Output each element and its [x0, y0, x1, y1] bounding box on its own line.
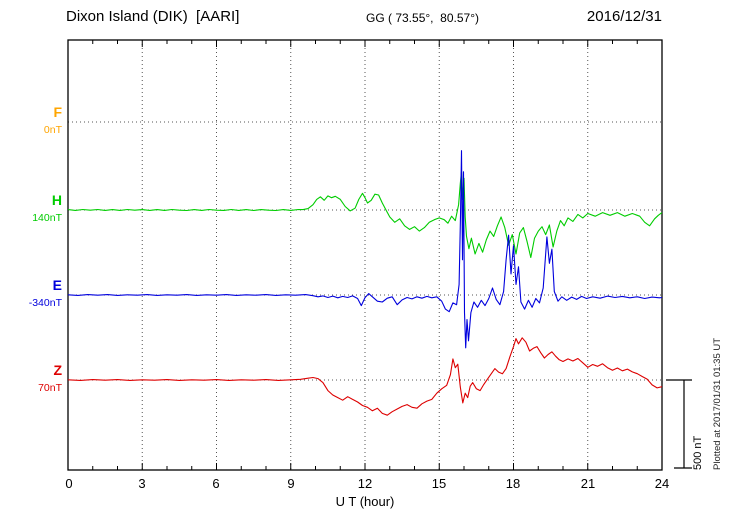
x-tick-18: 18 — [505, 476, 521, 491]
plot-date: 2016/12/31 — [586, 8, 662, 25]
x-tick-9: 9 — [287, 476, 295, 491]
x-tick-15: 15 — [431, 476, 447, 491]
x-tick-12: 12 — [357, 476, 373, 491]
plotted-timestamp: Plotted at 2017/01/31 01:35 UT — [712, 337, 723, 470]
x-tick-24: 24 — [654, 476, 670, 491]
station-title: Dixon Island (DIK) [AARI] — [66, 8, 240, 25]
channel-label-z: Z — [53, 362, 62, 378]
channel-label-f: F — [53, 104, 62, 120]
scale-bar-label: 500 nT — [692, 435, 704, 470]
channel-label-h: H — [51, 192, 62, 208]
channel-baseline-f: 0nT — [43, 124, 62, 136]
channel-label-e: E — [52, 277, 62, 293]
x-tick-0: 0 — [65, 476, 73, 491]
x-tick-6: 6 — [212, 476, 220, 491]
channel-baseline-z: 70nT — [38, 382, 62, 394]
x-tick-3: 3 — [138, 476, 146, 491]
x-tick-21: 21 — [580, 476, 596, 491]
channel-baseline-h: 140nT — [32, 212, 62, 224]
geographic-coordinates: GG ( 73.55°, 80.57°) — [366, 11, 479, 25]
channel-baseline-e: -340nT — [28, 297, 62, 309]
x-axis-label: U T (hour) — [335, 494, 395, 509]
